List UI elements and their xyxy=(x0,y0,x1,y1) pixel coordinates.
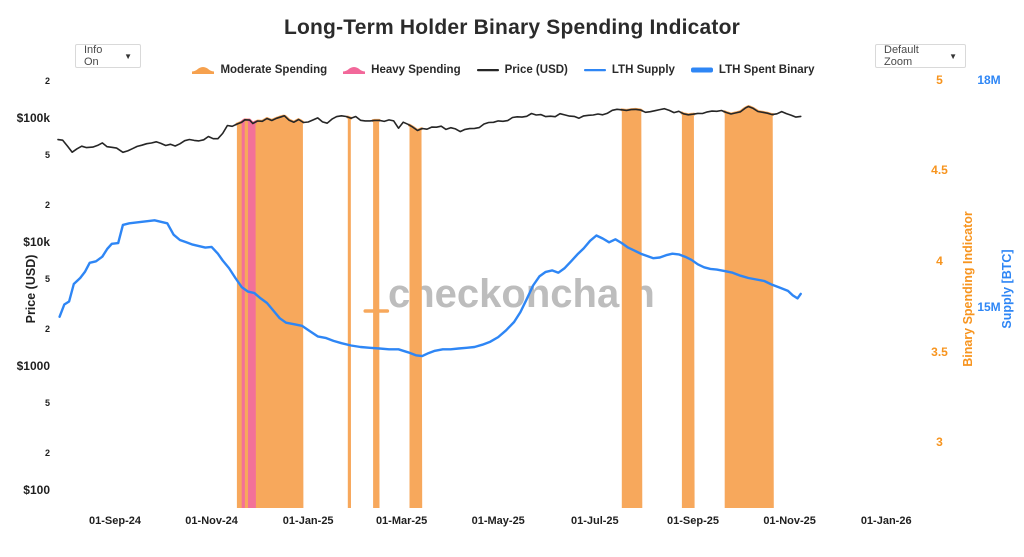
legend: Moderate Spending Heavy Spending Price (US… xyxy=(0,64,1006,76)
price-tick: 5 xyxy=(44,398,50,409)
legend-marker-icon xyxy=(690,67,713,73)
x-tick: 01-May-25 xyxy=(471,515,525,527)
moderate-spending-band xyxy=(681,113,695,508)
moderate-spending-band xyxy=(409,125,423,508)
zoom-preset-label: Default Zoom xyxy=(884,44,919,68)
legend-marker-icon xyxy=(192,67,215,74)
info-toggle-dropdown[interactable]: Info On ▼ xyxy=(75,44,141,68)
price-tick: $100 xyxy=(23,483,50,497)
legend-item-lth-spent-binary[interactable]: LTH Spent Binary xyxy=(690,64,815,76)
moderate-spending-band xyxy=(373,120,380,509)
legend-label: LTH Spent Binary xyxy=(718,64,815,76)
price-tick: 2 xyxy=(44,323,50,334)
legend-label: Moderate Spending xyxy=(220,64,328,76)
heavy-spending-band xyxy=(241,119,245,509)
moderate-spending-band xyxy=(236,116,304,508)
x-tick: 01-Nov-25 xyxy=(763,515,816,527)
moderate-spending-band xyxy=(347,117,351,508)
moderate-spending-band xyxy=(724,106,774,508)
chevron-down-icon: ▼ xyxy=(124,51,132,61)
price-tick: 5 xyxy=(44,274,50,285)
legend-item-price-usd-[interactable]: Price (USD) xyxy=(476,64,568,76)
page-title: Long-Term Holder Binary Spending Indicat… xyxy=(283,16,741,39)
supply-axis-title: Supply [BTC] xyxy=(1000,249,1014,329)
legend-marker-icon xyxy=(583,69,606,72)
lth-supply-line xyxy=(58,219,802,358)
x-tick: 01-Jan-25 xyxy=(282,515,334,527)
price-tick: $10k xyxy=(23,235,50,249)
zoom-preset-dropdown[interactable]: Default Zoom ▼ xyxy=(875,44,966,68)
x-tick: 01-Sep-24 xyxy=(89,515,141,527)
price-tick: 2 xyxy=(44,199,50,210)
chevron-down-icon: ▼ xyxy=(949,51,957,61)
x-tick: 01-Jan-26 xyxy=(860,515,912,527)
x-tick: 01-Jul-25 xyxy=(570,515,619,527)
legend-label: LTH Supply xyxy=(611,64,675,76)
indicator-tick: 3 xyxy=(936,435,943,450)
price-tick: 5 xyxy=(44,150,50,161)
indicator-tick: 4.5 xyxy=(931,163,948,178)
x-tick: 01-Mar-25 xyxy=(375,515,428,527)
moderate-spending-band xyxy=(621,109,643,509)
supply-tick: 15M xyxy=(977,300,1001,315)
x-tick: 01-Nov-24 xyxy=(185,515,238,527)
indicator-tick: 4 xyxy=(936,254,943,268)
price-tick: $1000 xyxy=(16,359,50,373)
price-axis-title: Price (USD) xyxy=(24,254,38,324)
supply-tick: 18M xyxy=(977,72,1001,87)
price-tick: 2 xyxy=(44,75,50,86)
info-toggle-label: Info On xyxy=(84,44,103,68)
price-usd--line xyxy=(57,105,802,154)
legend-marker-icon xyxy=(343,67,366,74)
heavy-spending-band xyxy=(248,120,256,508)
indicator-tick: 3.5 xyxy=(931,344,948,359)
indicator-axis-title: Binary Spending Indicator xyxy=(961,211,975,367)
legend-item-lth-supply[interactable]: LTH Supply xyxy=(583,64,675,76)
price-tick: $100k xyxy=(16,111,50,125)
legend-item-heavy-spending[interactable]: Heavy Spending xyxy=(342,64,461,76)
x-tick: 01-Sep-25 xyxy=(667,515,719,527)
legend-label: Price (USD) xyxy=(504,64,568,76)
price-tick: 2 xyxy=(44,447,50,458)
legend-marker-icon xyxy=(476,69,499,72)
legend-label: Heavy Spending xyxy=(371,64,461,76)
legend-item-moderate-spending[interactable]: Moderate Spending xyxy=(191,64,327,76)
indicator-tick: 5 xyxy=(936,72,943,87)
